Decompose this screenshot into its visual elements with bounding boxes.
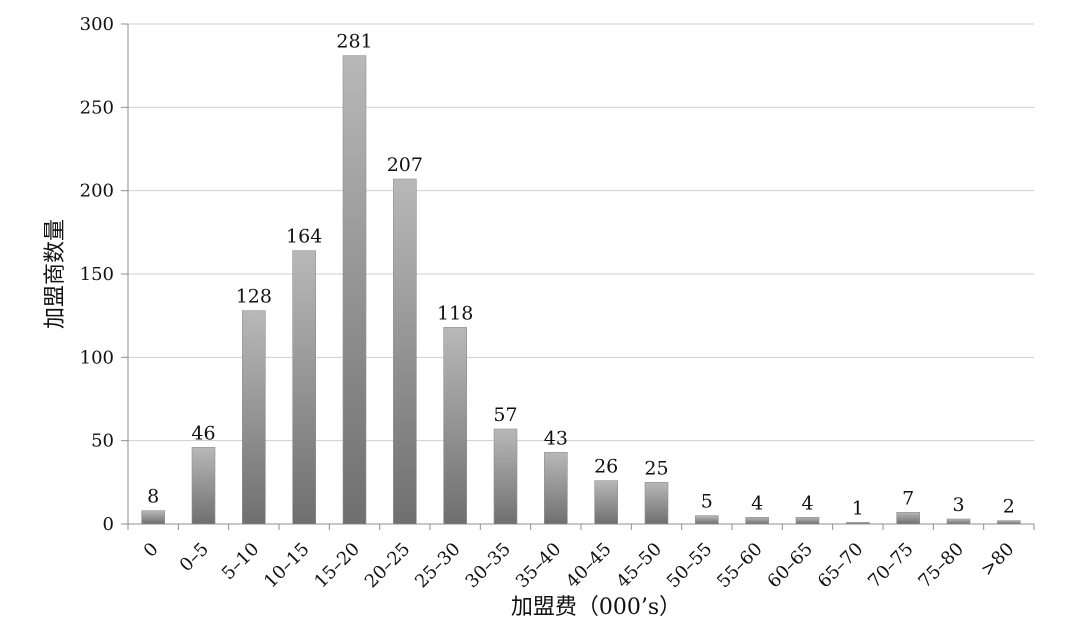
bar-0–5 (191, 447, 216, 525)
bar-55–60 (745, 517, 769, 525)
y-tick-label: 200 (80, 181, 114, 202)
value-label-60–65: 4 (801, 492, 813, 514)
x-tick-label-50–55: 50–55 (663, 539, 717, 593)
bar-10–15 (292, 250, 316, 525)
value-label-20–25: 207 (387, 154, 423, 176)
x-tick-label-10–15: 10–15 (260, 539, 314, 593)
x-tick-label-20–25: 20–25 (361, 539, 415, 593)
x-tick-label-55–60: 55–60 (713, 539, 767, 593)
bar->80 (997, 520, 1021, 525)
value-label-10–15: 164 (286, 226, 322, 248)
value-label-55–60: 4 (751, 492, 763, 514)
x-tick-label-15–20: 15–20 (310, 539, 364, 593)
bar-75–80 (946, 518, 971, 525)
x-tick-label-75–80: 75–80 (914, 539, 968, 593)
value-label-65–70: 1 (852, 497, 864, 519)
bars (141, 55, 1021, 525)
bar-35–40 (544, 452, 568, 525)
bar-20–25 (393, 178, 417, 525)
value-label->80: 2 (1003, 496, 1015, 518)
x-tick-label-0: 0 (140, 539, 163, 562)
value-label-0: 8 (147, 486, 159, 508)
x-tick-label-30–35: 30–35 (461, 539, 515, 593)
y-tick-label: 50 (91, 431, 114, 452)
y-tick-label: 300 (80, 14, 114, 35)
value-label-50–55: 5 (701, 491, 713, 513)
bar-45–50 (644, 482, 669, 525)
grid-lines (128, 23, 1034, 442)
value-label-5–10: 128 (236, 286, 272, 308)
bar-15–20 (342, 55, 367, 525)
x-tick-label-60–65: 60–65 (763, 539, 817, 593)
value-label-35–40: 43 (544, 427, 568, 449)
x-tick-label-65–70: 65–70 (814, 539, 868, 593)
x-tick-label-70–75: 70–75 (864, 539, 918, 593)
value-label-70–75: 7 (902, 487, 914, 509)
y-tick-label: 250 (80, 97, 114, 118)
value-label-15–20: 281 (336, 31, 372, 53)
bar-40–45 (594, 480, 618, 525)
bar-5–10 (242, 310, 266, 525)
x-tick-label-0–5: 0–5 (176, 539, 213, 576)
value-label-75–80: 3 (952, 494, 964, 516)
y-tick-label: 150 (80, 264, 114, 285)
bar-50–55 (695, 515, 719, 525)
x-tick-label-25–30: 25–30 (411, 539, 465, 593)
x-axis-title: 加盟费（000’s） (511, 595, 681, 620)
x-tick-label-5–10: 5–10 (218, 539, 264, 585)
value-label-40–45: 26 (594, 456, 618, 478)
x-tick-label-35–40: 35–40 (512, 539, 566, 593)
value-label-45–50: 25 (644, 457, 668, 479)
bar-70–75 (896, 512, 920, 525)
axes (121, 23, 1035, 530)
x-tick-label-40–45: 40–45 (562, 539, 616, 593)
value-label-0–5: 46 (191, 422, 215, 444)
bar-25–30 (443, 327, 467, 525)
bar-0 (141, 510, 165, 525)
y-tick-label: 100 (80, 347, 114, 368)
x-tick-label->80: >80 (977, 539, 1019, 581)
y-tick-label: 0 (103, 514, 114, 535)
bar-30–35 (493, 428, 518, 525)
value-label-30–35: 57 (493, 404, 517, 426)
bar-65–70 (846, 522, 870, 525)
x-tick-label-45–50: 45–50 (612, 539, 666, 593)
value-label-25–30: 118 (437, 302, 473, 324)
bar-60–65 (795, 517, 820, 525)
y-axis-title: 加盟商数量 (43, 219, 68, 329)
